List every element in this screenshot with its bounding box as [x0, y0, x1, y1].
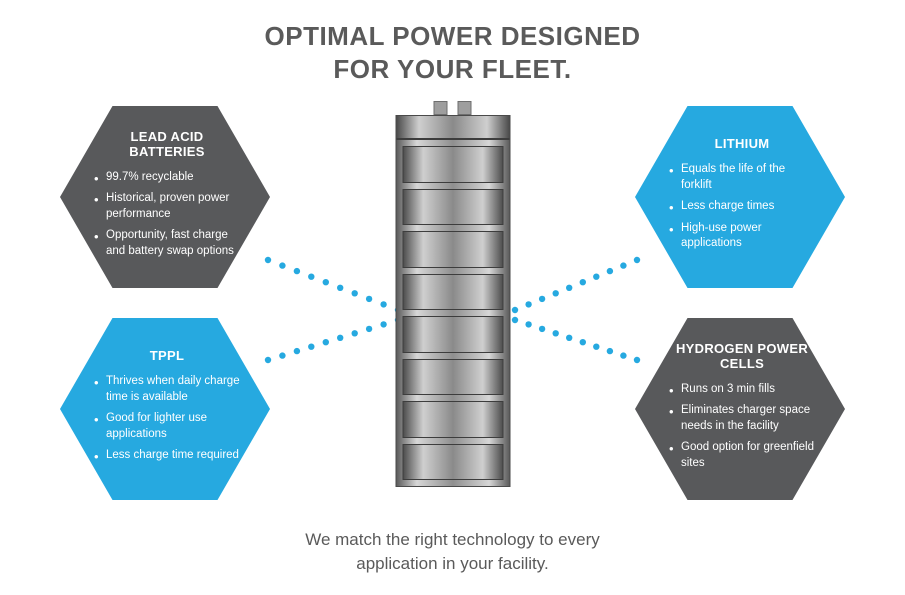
connector-dot: [512, 307, 518, 313]
connector-dot: [607, 348, 613, 354]
hex-title: LEAD ACID BATTERIES: [94, 129, 240, 160]
battery-cap: [396, 116, 509, 140]
hex-bullet-item: Less charge times: [669, 199, 815, 215]
hex-bullet-item: 99.7% recyclable: [94, 170, 240, 186]
connector-dot: [539, 326, 545, 332]
battery-terminals: [434, 101, 472, 115]
subtitle-line-1: We match the right technology to every: [305, 530, 600, 549]
connector-dot: [553, 290, 559, 296]
subtitle-line-2: application in your facility.: [356, 554, 548, 573]
connector-dot: [337, 285, 343, 291]
connector-dot: [352, 330, 358, 336]
hex-tppl: TPPL Thrives when daily charge time is a…: [60, 318, 270, 500]
hex-bullet-item: Historical, proven power performance: [94, 191, 240, 222]
connector-dot: [366, 296, 372, 302]
connector-dot: [308, 274, 314, 280]
connector-dot: [634, 257, 640, 263]
connector-dot: [620, 352, 626, 358]
connector-dot: [607, 268, 613, 274]
battery-graphic: [395, 115, 510, 487]
hex-bullets: Runs on 3 min fills Eliminates charger sp…: [669, 382, 815, 478]
title-line-1: OPTIMAL POWER DESIGNED: [265, 21, 641, 51]
battery-cell: [402, 444, 503, 481]
battery-body: [395, 115, 510, 487]
connector-dot: [566, 285, 572, 291]
connector-dot: [525, 321, 531, 327]
battery-cell: [402, 359, 503, 396]
hex-lithium: LITHIUM Equals the life of the forklift L…: [635, 106, 845, 288]
battery-cell: [402, 146, 503, 183]
hex-bullets: Equals the life of the forklift Less char…: [669, 162, 815, 258]
battery-cell: [402, 231, 503, 268]
battery-terminal: [458, 101, 472, 115]
page-title: OPTIMAL POWER DESIGNED FOR YOUR FLEET.: [0, 0, 905, 85]
connector-dot: [580, 339, 586, 345]
connector-dot: [525, 301, 531, 307]
connector-dot: [593, 344, 599, 350]
hex-title: TPPL: [94, 348, 240, 364]
hex-bullets: Thrives when daily charge time is availa…: [94, 374, 240, 470]
hex-title: LITHIUM: [669, 136, 815, 152]
hex-bullet-item: Opportunity, fast charge and battery swa…: [94, 228, 240, 259]
page-subtitle: We match the right technology to every a…: [0, 528, 905, 577]
connector-dot: [566, 335, 572, 341]
connector-dot: [279, 262, 285, 268]
battery-terminal: [434, 101, 448, 115]
hex-lead-acid: LEAD ACID BATTERIES 99.7% recyclable Hist…: [60, 106, 270, 288]
connector-dot: [323, 279, 329, 285]
connector-dot: [580, 279, 586, 285]
battery-cell: [402, 189, 503, 226]
connector-dot: [323, 339, 329, 345]
connector-dot: [265, 257, 271, 263]
connector-dot: [308, 344, 314, 350]
hex-hydrogen: HYDROGEN POWER CELLS Runs on 3 min fills…: [635, 318, 845, 500]
hex-bullets: 99.7% recyclable Historical, proven power…: [94, 170, 240, 266]
connector-dot: [380, 301, 386, 307]
battery-cell: [402, 274, 503, 311]
hex-bullet-item: Good for lighter use applications: [94, 411, 240, 442]
hex-bullet-item: Equals the life of the forklift: [669, 162, 815, 193]
connector-dot: [539, 296, 545, 302]
hex-bullet-item: Less charge time required: [94, 448, 240, 464]
title-line-2: FOR YOUR FLEET.: [333, 54, 571, 84]
battery-cell: [402, 316, 503, 353]
connector-dot: [337, 335, 343, 341]
connector-dot: [265, 357, 271, 363]
connector-dot: [366, 326, 372, 332]
connector-dot: [294, 348, 300, 354]
hex-bullet-item: Runs on 3 min fills: [669, 382, 815, 398]
connector-dot: [279, 352, 285, 358]
connector-dot: [352, 290, 358, 296]
hex-bullet-item: Eliminates charger space needs in the fa…: [669, 403, 815, 434]
connector-dot: [593, 274, 599, 280]
connector-dot: [512, 317, 518, 323]
hex-bullet-item: Good option for greenfield sites: [669, 440, 815, 471]
hex-bullet-item: High-use power applications: [669, 221, 815, 252]
connector-dot: [380, 321, 386, 327]
battery-cells: [396, 140, 509, 486]
connector-dot: [553, 330, 559, 336]
connector-dot: [294, 268, 300, 274]
hex-bullet-item: Thrives when daily charge time is availa…: [94, 374, 240, 405]
hex-title: HYDROGEN POWER CELLS: [669, 341, 815, 372]
battery-cell: [402, 401, 503, 438]
connector-dot: [634, 357, 640, 363]
connector-dot: [620, 262, 626, 268]
